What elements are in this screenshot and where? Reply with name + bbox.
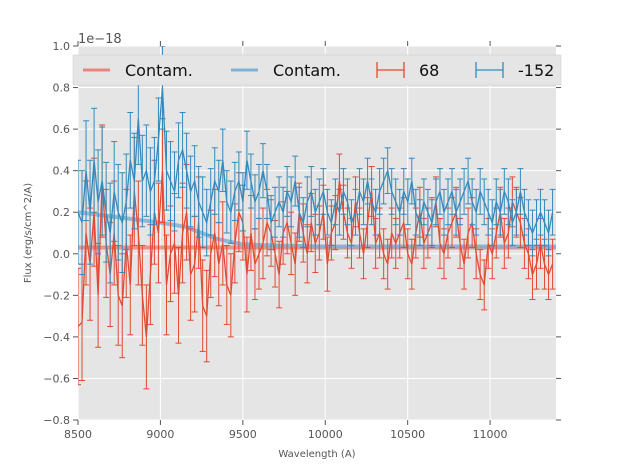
legend-entry-68: 68 xyxy=(376,61,439,80)
y-tick-label: 0.6 xyxy=(53,123,71,136)
legend-entry-minus152: -152 xyxy=(475,61,554,80)
y-tick-label: 0.4 xyxy=(53,165,71,178)
data-line xyxy=(78,170,554,337)
data-line xyxy=(78,87,554,236)
y-tick-label: 1.0 xyxy=(53,40,71,53)
series-layer xyxy=(78,46,556,390)
y-offset-label: 1e−18 xyxy=(78,32,122,47)
x-axis: 8500 9000 9500 10000 10500 11000 xyxy=(64,41,508,441)
y-tick-label: 0.2 xyxy=(53,206,71,219)
y-tick-label: 0.0 xyxy=(53,248,71,261)
plot-background xyxy=(78,46,556,420)
legend-label: Contam. xyxy=(273,61,341,80)
legend-entry-blue-contam: Contam. xyxy=(231,61,341,80)
legend-entry-red-contam: Contam. xyxy=(83,61,193,80)
x-axis-label: Wavelength (A) xyxy=(278,449,355,460)
y-tick-label: −0.4 xyxy=(43,331,70,344)
y-tick-label: 0.8 xyxy=(53,82,71,95)
legend-errorbar-red-icon xyxy=(376,62,405,78)
y-axis: −0.8 −0.6 −0.4 −0.2 0.0 0.2 0.4 0.6 0.8 1.0 xyxy=(43,40,561,427)
legend-label: 68 xyxy=(419,61,439,80)
legend-errorbar-blue-icon xyxy=(475,62,504,78)
legend-label: -152 xyxy=(518,61,554,80)
x-tick-label: 10500 xyxy=(390,428,425,441)
series-group xyxy=(78,46,556,390)
x-tick-label: 8500 xyxy=(64,428,92,441)
legend: Contam. Contam. 68 -152 xyxy=(72,54,562,86)
x-tick-label: 9000 xyxy=(146,428,174,441)
series-blue-minus152 xyxy=(78,46,556,284)
x-tick-label: 11000 xyxy=(473,428,508,441)
x-tick-label: 9500 xyxy=(229,428,257,441)
y-tick-label: −0.8 xyxy=(43,414,70,427)
y-tick-label: −0.6 xyxy=(43,372,70,385)
legend-label: Contam. xyxy=(125,61,193,80)
y-axis-label: Flux (erg/s/cm^2/A) xyxy=(23,183,34,283)
x-tick-label: 10000 xyxy=(308,428,343,441)
y-tick-label: −0.2 xyxy=(43,289,70,302)
